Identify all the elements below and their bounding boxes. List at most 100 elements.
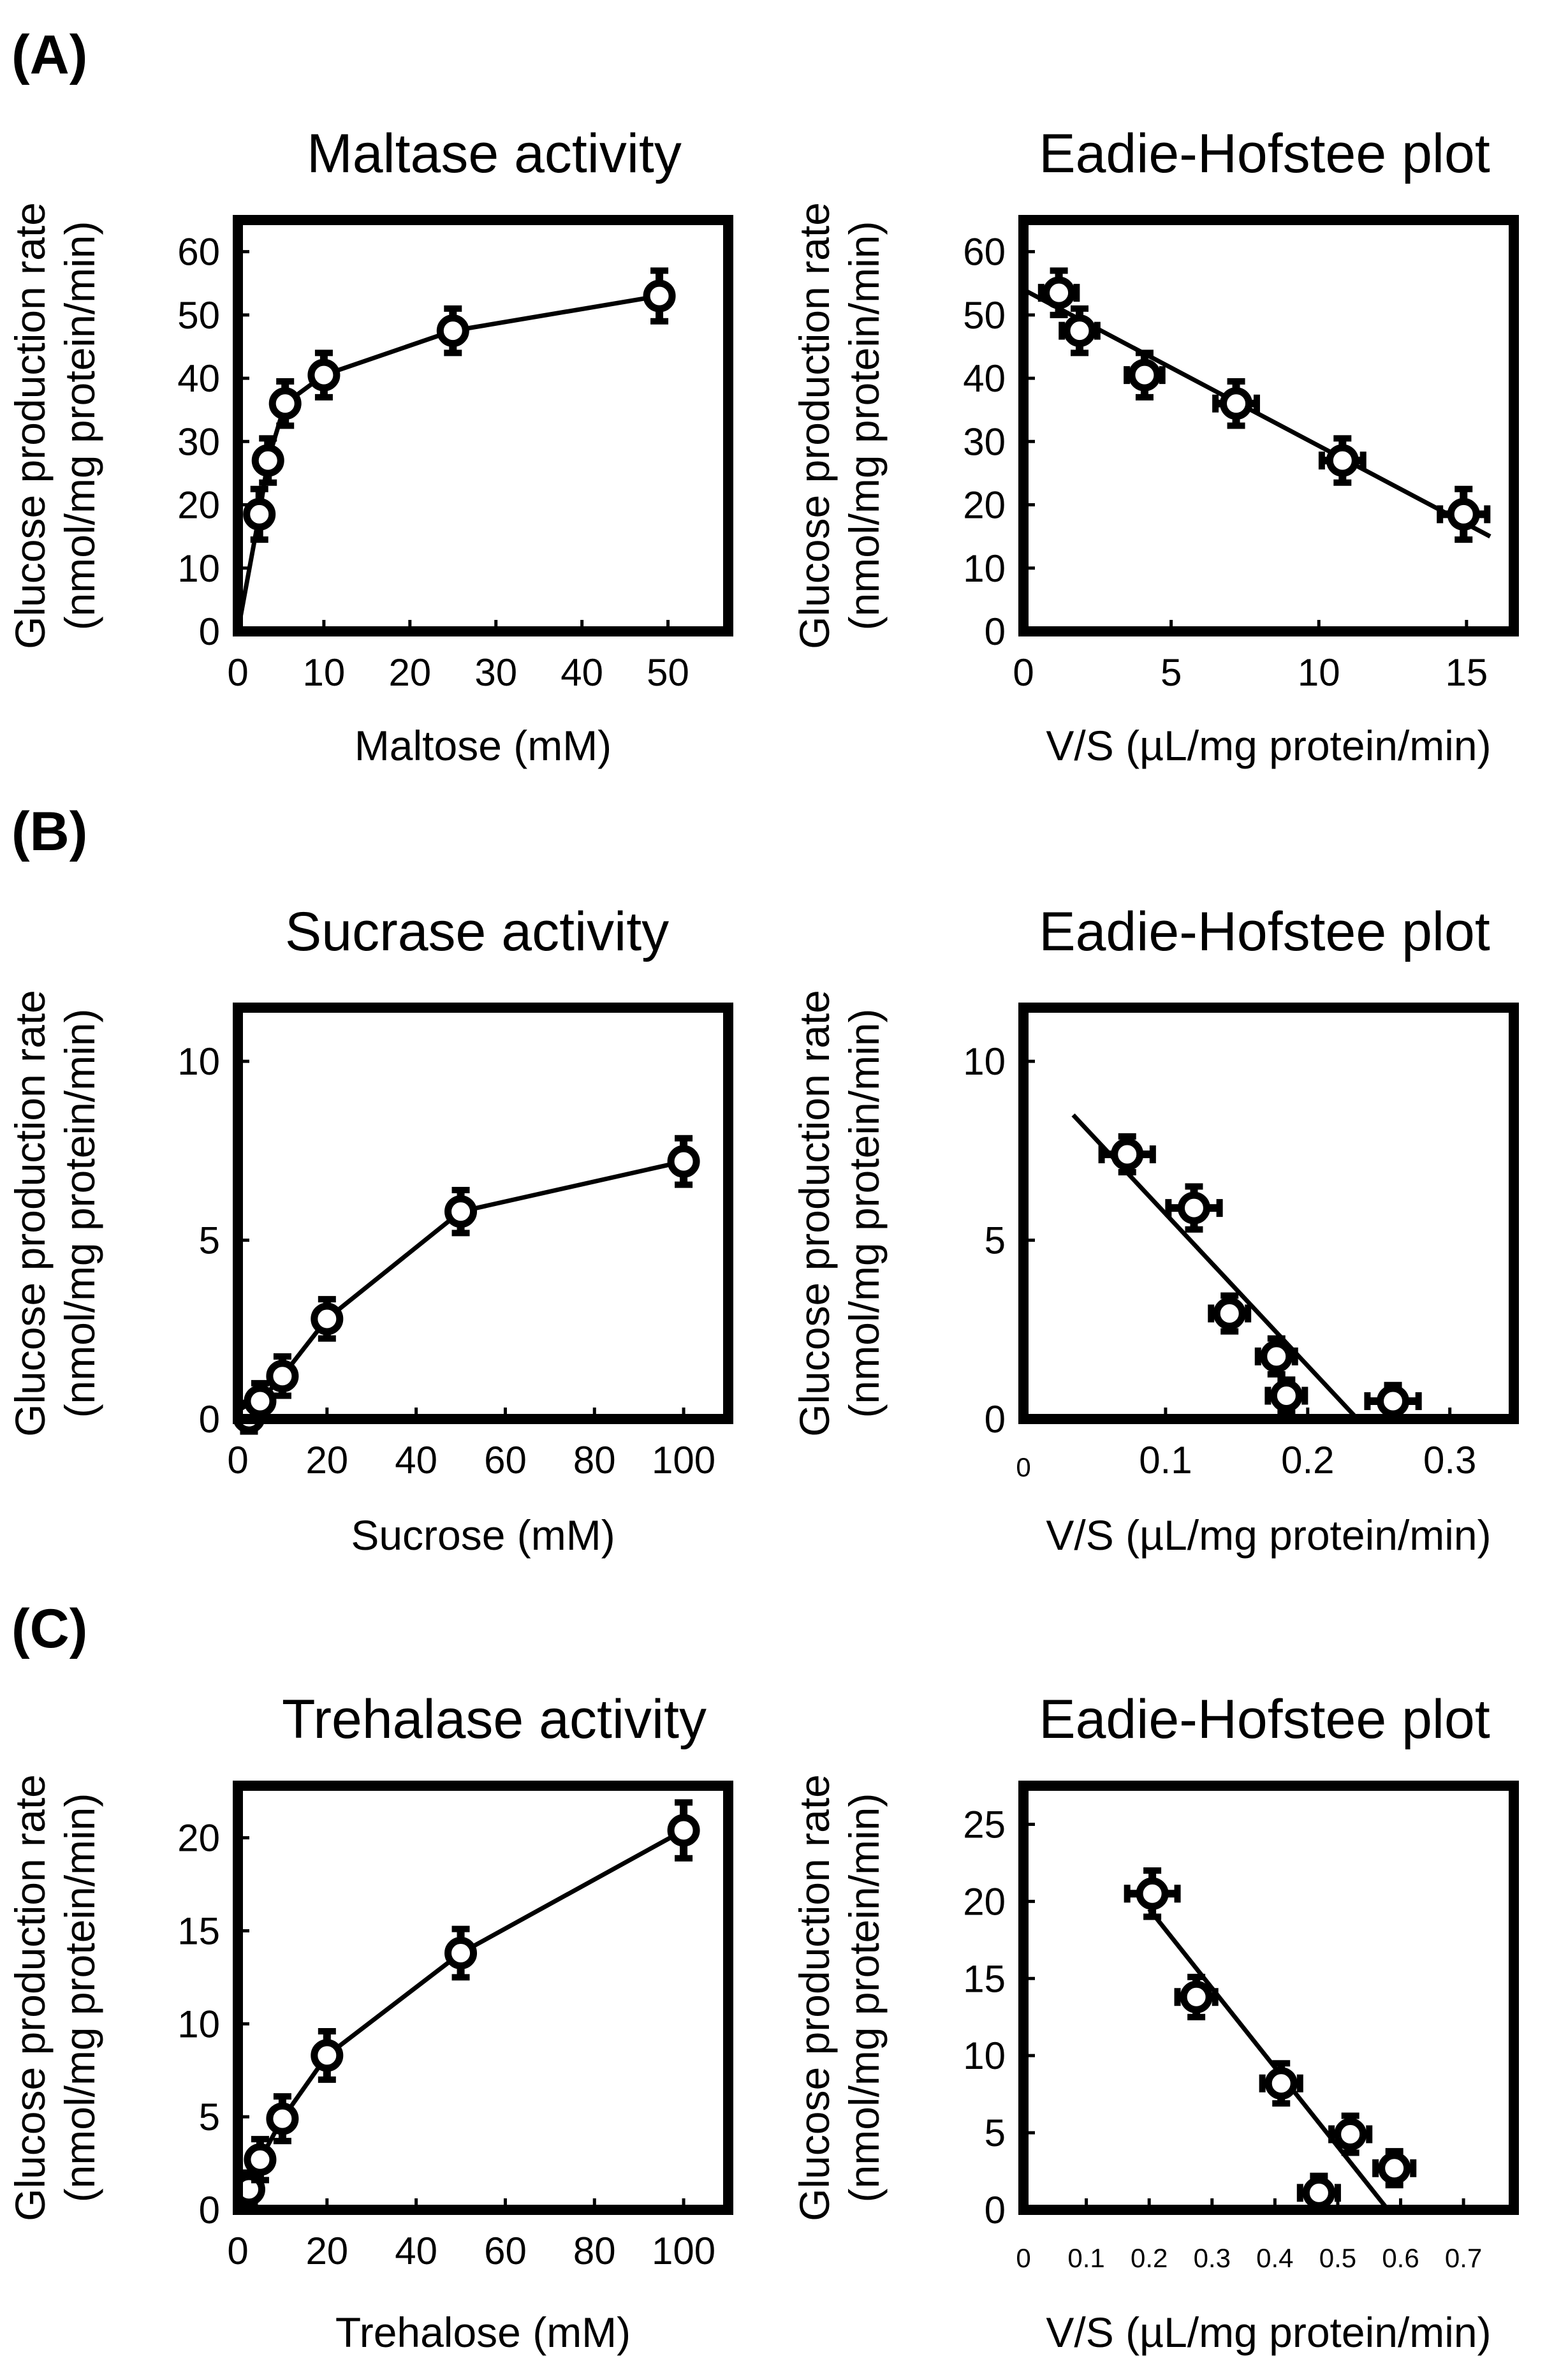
y-tick-label: 20 [177, 1817, 220, 1860]
data-point [643, 279, 676, 313]
y-tick-label: 10 [177, 1040, 220, 1083]
y-axis-label: (nmol/mg protein/min) [840, 1793, 888, 2203]
x-tick-label: 100 [652, 1439, 715, 1482]
x-tick-label: 0.3 [1423, 1439, 1476, 1482]
panel-label-c: (C) [11, 1598, 87, 1659]
panel-label-b: (B) [11, 801, 87, 862]
x-tick-label: 15 [1446, 651, 1488, 694]
x-tick-label: 0.1 [1067, 2243, 1104, 2273]
x-tick-label: 5 [1161, 651, 1182, 694]
y-tick-label: 0 [985, 2189, 1006, 2232]
x-tick-label: 80 [573, 1439, 616, 1482]
plot-frame [233, 1781, 733, 2215]
x-tick-label: 0 [227, 651, 248, 694]
chart-4: Eadie-Hofstee plot Glucose production rat… [791, 901, 1519, 1559]
y-tick-label: 50 [177, 294, 220, 337]
data-point [1270, 1379, 1303, 1413]
x-axis-label: V/S (µL/mg protein/min) [1046, 2309, 1491, 2356]
y-tick-label: 10 [963, 547, 1006, 590]
y-tick-label: 5 [985, 2112, 1006, 2154]
y-tick-label: 0 [199, 1398, 220, 1441]
x-tick-label: 0.2 [1131, 2243, 1168, 2273]
data-point [251, 444, 284, 477]
chart-title: Eadie-Hofstee plot [1039, 123, 1490, 184]
x-tick-label: 0.4 [1256, 2243, 1293, 2273]
chart-title: Trehalase activity [282, 1689, 707, 1750]
data-point [1180, 1980, 1213, 2013]
data-point [311, 2039, 344, 2072]
x-tick-label: 0.1 [1139, 1439, 1192, 1482]
data-point [1378, 2152, 1411, 2185]
data-point [244, 2143, 277, 2176]
data-point [268, 387, 302, 420]
x-axis-label: Sucrose (mM) [351, 1511, 615, 1559]
data-point [1302, 2176, 1335, 2209]
data-point [243, 497, 276, 531]
y-axis-label: (nmol/mg protein/min) [840, 1009, 888, 1418]
plot-frame [1018, 1003, 1519, 1424]
plot-frame [1018, 1781, 1519, 2215]
y-tick-label: 5 [199, 2096, 220, 2138]
y-axis-label: Glucose production rate [6, 990, 54, 1437]
x-tick-label: 20 [305, 1439, 348, 1482]
data-point [1136, 1877, 1169, 1910]
y-tick-label: 40 [177, 357, 220, 400]
y-axis-label: Glucose production rate [6, 1774, 54, 2221]
x-tick-label: 0 [227, 2230, 248, 2272]
chart-3: Sucrase activity Glucose production rate(… [6, 901, 733, 1559]
x-tick-label: 0 [1016, 2243, 1030, 2273]
y-tick-label: 0 [985, 1398, 1006, 1441]
y-tick-label: 60 [963, 231, 1006, 274]
y-tick-label: 10 [963, 1040, 1006, 1083]
x-tick-label: 0.6 [1382, 2243, 1419, 2273]
x-tick-label: 100 [652, 2230, 715, 2272]
data-point [311, 1302, 344, 1335]
y-axis-label: (nmol/mg protein/min) [56, 1009, 103, 1418]
y-tick-label: 10 [177, 547, 220, 590]
x-tick-label: 0.3 [1194, 2243, 1231, 2273]
y-tick-label: 10 [963, 2034, 1006, 2077]
y-tick-label: 10 [177, 2003, 220, 2045]
x-tick-label: 0 [1013, 651, 1034, 694]
chart-6: Eadie-Hofstee plot Glucose production rat… [791, 1689, 1519, 2356]
y-axis-label: Glucose production rate [791, 202, 838, 649]
y-axis-label: Glucose production rate [791, 1774, 838, 2221]
data-point [1177, 1191, 1210, 1224]
x-tick-label: 30 [474, 651, 517, 694]
plot-frame [1018, 215, 1519, 636]
y-tick-label: 0 [199, 2189, 220, 2232]
data-point [244, 1385, 277, 1418]
x-tick-label: 40 [395, 2230, 437, 2272]
x-tick-label: 0 [1016, 1452, 1030, 1482]
y-tick-label: 0 [199, 610, 220, 653]
x-tick-label: 60 [484, 2230, 527, 2272]
data-point [1213, 1297, 1246, 1330]
chart-title: Eadie-Hofstee plot [1039, 901, 1490, 962]
data-point [667, 1145, 700, 1178]
data-point [266, 1360, 299, 1393]
y-tick-label: 0 [985, 610, 1006, 653]
x-axis-label: V/S (µL/mg protein/min) [1046, 1511, 1491, 1559]
y-tick-label: 20 [963, 1880, 1006, 1923]
y-tick-label: 5 [985, 1219, 1006, 1262]
data-point [266, 2102, 299, 2135]
x-tick-label: 10 [1298, 651, 1340, 694]
x-tick-label: 0.7 [1445, 2243, 1482, 2273]
series-line [247, 1828, 685, 2191]
y-axis-label: (nmol/mg protein/min) [56, 221, 103, 631]
x-tick-label: 10 [303, 651, 346, 694]
y-tick-label: 20 [177, 484, 220, 527]
data-point [1063, 314, 1096, 348]
data-point [1260, 1340, 1293, 1373]
data-point [1377, 1385, 1410, 1418]
chart-1: Maltase activity Glucose production rate(… [6, 123, 733, 769]
x-axis-label: V/S (µL/mg protein/min) [1046, 722, 1491, 769]
data-point [436, 314, 469, 348]
x-tick-label: 20 [388, 651, 431, 694]
x-axis-label: Maltose (mM) [355, 722, 612, 769]
data-point [444, 1937, 478, 1969]
panel-label-a: (A) [11, 24, 87, 85]
y-tick-label: 50 [963, 294, 1006, 337]
